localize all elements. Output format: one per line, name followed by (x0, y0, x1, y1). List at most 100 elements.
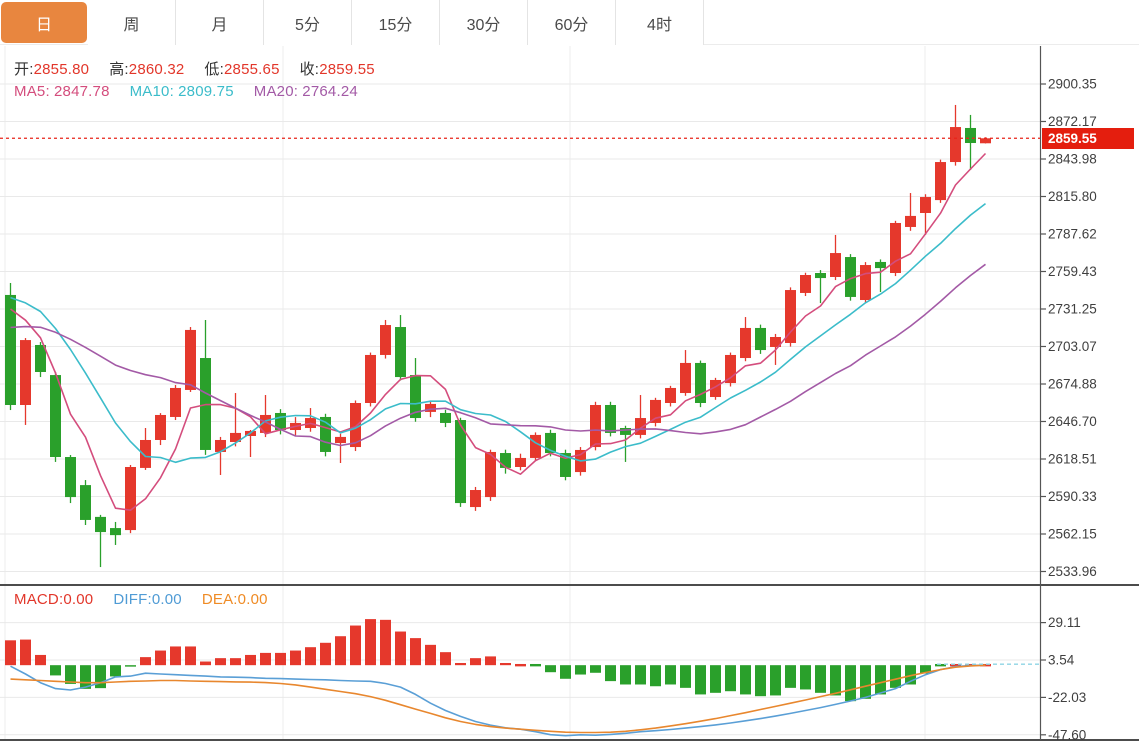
y-axis-tick-label: -22.03 (1048, 690, 1086, 705)
y-axis-tick-label: 2759.43 (1048, 264, 1097, 279)
candles (5, 104, 991, 568)
macd-bar (455, 662, 466, 666)
candle-body (350, 402, 361, 448)
macd-bar (635, 665, 646, 685)
macd-bar (710, 665, 721, 693)
macd-bar (245, 654, 256, 666)
macd-bar (305, 647, 316, 666)
candle-body (980, 138, 991, 144)
y-axis-tick-label: 2703.07 (1048, 339, 1097, 354)
candle-body (950, 127, 961, 163)
macd-bar (425, 644, 436, 666)
macd-bar (665, 665, 676, 685)
candle-body (380, 325, 391, 355)
candle-body (320, 416, 331, 452)
tab-week[interactable]: 周 (88, 0, 176, 45)
candle-body (725, 354, 736, 384)
candle-body (440, 412, 451, 423)
candle-body (965, 127, 976, 144)
macd-bar (155, 650, 166, 666)
macd-bar (590, 665, 601, 673)
candle-body (140, 439, 151, 468)
current-price-tag: 2859.55 (1042, 128, 1134, 149)
macd-bar (905, 665, 916, 685)
candle-body (155, 414, 166, 440)
macd-bar (260, 652, 271, 666)
candle-body (710, 379, 721, 398)
y-axis-tick-label: 2843.98 (1048, 152, 1097, 167)
tab-4hour[interactable]: 4时 (616, 0, 704, 45)
candle-body (905, 215, 916, 227)
candle-body (920, 197, 931, 213)
macd-bar (80, 665, 91, 689)
macd-bar (875, 665, 886, 695)
candle-body (800, 275, 811, 293)
macd-bar (140, 657, 151, 666)
candle-body (650, 399, 661, 423)
ma5-line (10, 152, 987, 512)
candle-body (635, 418, 646, 435)
macd-bar (470, 658, 481, 666)
macd-bar (755, 665, 766, 697)
macd-bar (980, 663, 991, 667)
tab-15min[interactable]: 15分 (352, 0, 440, 45)
candle-body (185, 329, 196, 390)
candle-body (590, 404, 601, 448)
candle-body (410, 375, 421, 419)
y-axis-tick-label: 3.54 (1048, 653, 1075, 668)
y-axis-tick-label: 2533.96 (1048, 564, 1097, 579)
macd-bar (650, 665, 661, 687)
macd-bar (35, 654, 46, 666)
macd-bar (200, 661, 211, 666)
tab-day[interactable]: 日 (1, 2, 87, 43)
ma10-line (10, 202, 986, 464)
candle-body (50, 375, 61, 458)
tab-month[interactable]: 月 (176, 0, 264, 45)
tab-5min[interactable]: 5分 (264, 0, 352, 45)
macd-bar (770, 665, 781, 696)
macd-bar (800, 665, 811, 690)
macd-bar (65, 665, 76, 684)
macd-bar (485, 656, 496, 666)
macd-bar (110, 665, 121, 677)
y-axis-tick-label: 2618.51 (1048, 452, 1097, 467)
tab-30min[interactable]: 30分 (440, 0, 528, 45)
macd-bar (500, 662, 511, 666)
tab-60min[interactable]: 60分 (528, 0, 616, 45)
candle-body (560, 453, 571, 477)
candle-body (740, 327, 751, 359)
candle-body (230, 432, 241, 442)
diff-line (10, 664, 986, 737)
macd-bar (95, 665, 106, 689)
macd-bar (725, 665, 736, 692)
y-axis-tick-label: 2872.17 (1048, 114, 1097, 129)
y-axis-tick-label: -47.60 (1048, 727, 1086, 742)
macd-bar (680, 665, 691, 688)
candle-body (875, 261, 886, 269)
candle-body (860, 265, 871, 301)
candle-body (785, 290, 796, 343)
macd-bar (125, 665, 136, 667)
macd-bar (890, 665, 901, 688)
candle-body (770, 337, 781, 347)
macd-bar (785, 665, 796, 688)
y-axis-tick-label: 2590.33 (1048, 489, 1097, 504)
candle-body (5, 294, 16, 405)
candle-body (695, 362, 706, 403)
candle-body (170, 387, 181, 417)
y-axis-tick-label: 2646.70 (1048, 414, 1097, 429)
candle-body (95, 516, 106, 533)
dea-line (10, 664, 986, 734)
candle-body (680, 362, 691, 394)
candle-body (395, 327, 406, 378)
candle-body (260, 414, 271, 433)
macd-bar (20, 639, 31, 666)
macd-bar (395, 631, 406, 666)
candle-body (500, 453, 511, 468)
candle-body (665, 387, 676, 403)
candle-body (275, 412, 286, 431)
candle-body (545, 432, 556, 454)
macd-bar (320, 642, 331, 666)
macd-bar (185, 646, 196, 666)
